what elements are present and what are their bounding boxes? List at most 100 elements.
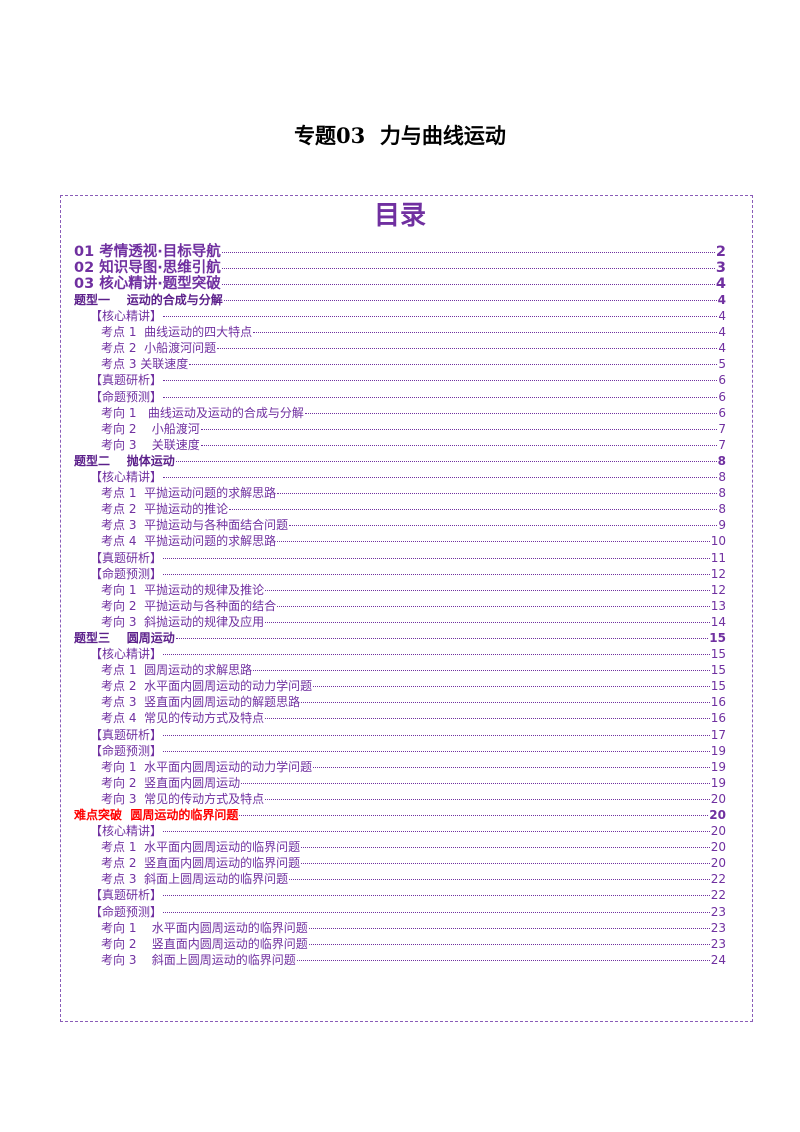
toc-item: 考点 2 竖直面内圆周运动的临界问题 20 bbox=[74, 855, 726, 871]
page-number: 15 bbox=[710, 647, 726, 662]
dot-leader bbox=[163, 911, 710, 913]
dot-leader bbox=[301, 863, 710, 865]
toc-group: 【真题研析】 6 bbox=[74, 372, 726, 388]
dot-leader bbox=[200, 444, 718, 446]
toc-group: 【命题预测】 19 bbox=[74, 743, 726, 759]
page-number: 8 bbox=[718, 470, 726, 485]
dot-leader bbox=[304, 412, 718, 414]
page-number: 3 bbox=[715, 260, 726, 276]
dot-leader bbox=[277, 605, 710, 607]
toc-item-text: 考点 2 竖直面内圆周运动的临界问题 bbox=[101, 856, 301, 871]
toc-item-text: 考向 1 水平面内圆周运动的临界问题 bbox=[101, 920, 308, 935]
toc-frame bbox=[60, 195, 753, 1022]
dot-leader bbox=[265, 798, 710, 800]
dot-leader bbox=[163, 734, 710, 736]
toc-group-text: 【核心精讲】 bbox=[90, 309, 163, 324]
dot-leader bbox=[253, 332, 718, 334]
page-number: 4 bbox=[717, 293, 726, 307]
dot-leader bbox=[253, 670, 710, 672]
toc-item-text: 考点 2 小船渡河问题 bbox=[101, 341, 217, 356]
toc-item: 考向 1 曲线运动及运动的合成与分解 6 bbox=[74, 405, 726, 421]
page-number: 12 bbox=[710, 566, 726, 581]
dot-leader bbox=[277, 541, 710, 543]
dot-leader bbox=[163, 557, 710, 559]
toc-section: 题型三 圆周运动 15 bbox=[74, 630, 726, 646]
toc-part-text: 01 考情透视·目标导航 bbox=[74, 244, 221, 260]
page-number: 4 bbox=[718, 325, 726, 340]
toc-item: 考点 1 曲线运动的四大特点 4 bbox=[74, 324, 726, 340]
page-number: 20 bbox=[710, 840, 726, 855]
toc-item-text: 考点 1 曲线运动的四大特点 bbox=[101, 325, 253, 340]
toc-group: 【核心精讲】 4 bbox=[74, 308, 726, 324]
page-number: 15 bbox=[710, 663, 726, 678]
page-number: 20 bbox=[710, 856, 726, 871]
toc-item-text: 考向 2 小船渡河 bbox=[101, 421, 200, 436]
page-number: 11 bbox=[710, 550, 726, 565]
toc-section-text: 题型二 抛体运动 bbox=[74, 453, 175, 468]
page-number: 23 bbox=[710, 904, 726, 919]
page-number: 9 bbox=[718, 518, 726, 533]
page-number: 6 bbox=[718, 389, 726, 404]
toc-item-text: 考向 2 竖直面内圆周运动的临界问题 bbox=[101, 936, 308, 951]
toc-item-text: 考向 2 平抛运动与各种面的结合 bbox=[101, 598, 277, 613]
dot-leader bbox=[175, 637, 709, 639]
page-number: 22 bbox=[710, 872, 726, 887]
toc-group-text: 【真题研析】 bbox=[90, 888, 163, 903]
page-number: 16 bbox=[710, 695, 726, 710]
page-number: 15 bbox=[710, 679, 726, 694]
toc-item-text: 考向 2 竖直面内圆周运动 bbox=[101, 775, 241, 790]
toc-item-text: 考向 1 水平面内圆周运动的动力学问题 bbox=[101, 759, 313, 774]
toc-item-text: 考点 4 常见的传动方式及特点 bbox=[101, 711, 265, 726]
toc-section: 题型一 运动的合成与分解 4 bbox=[74, 292, 726, 308]
page-number: 8 bbox=[717, 453, 726, 468]
dot-leader bbox=[200, 428, 718, 430]
toc-item: 考向 3 常见的传动方式及特点 20 bbox=[74, 791, 726, 807]
toc-item: 考点 2 平抛运动的推论 8 bbox=[74, 501, 726, 517]
toc-item: 考点 4 常见的传动方式及特点 16 bbox=[74, 710, 726, 726]
toc-item-text: 考点 3 平抛运动与各种面结合问题 bbox=[101, 518, 289, 533]
dot-leader bbox=[277, 493, 718, 495]
toc-section: 难点突破 圆周运动的临界问题 20 bbox=[74, 807, 726, 823]
toc-item: 考点 1 圆周运动的求解思路 15 bbox=[74, 662, 726, 678]
toc-item: 考点 1 水平面内圆周运动的临界问题 20 bbox=[74, 839, 726, 855]
toc-item-text: 考点 3 关联速度 bbox=[101, 357, 189, 372]
toc-item: 考点 1 平抛运动问题的求解思路 8 bbox=[74, 485, 726, 501]
toc-group: 【命题预测】 23 bbox=[74, 904, 726, 920]
toc-group-text: 【命题预测】 bbox=[90, 389, 163, 404]
page-number: 8 bbox=[718, 502, 726, 517]
toc-part-text: 03 核心精讲·题型突破 bbox=[74, 276, 221, 292]
page-number: 20 bbox=[709, 808, 726, 822]
dot-leader bbox=[265, 589, 710, 591]
dot-leader bbox=[163, 477, 718, 479]
toc-item: 考点 4 平抛运动问题的求解思路 10 bbox=[74, 533, 726, 549]
dot-leader bbox=[189, 364, 718, 366]
toc-item: 考向 2 竖直面内圆周运动的临界问题 23 bbox=[74, 936, 726, 952]
dot-leader bbox=[229, 509, 718, 511]
toc-group-text: 【核心精讲】 bbox=[90, 470, 163, 485]
toc-item: 考向 3 斜抛运动的规律及应用 14 bbox=[74, 614, 726, 630]
toc-item-text: 考向 3 斜面上圆周运动的临界问题 bbox=[101, 952, 296, 967]
toc-group: 【真题研析】 17 bbox=[74, 727, 726, 743]
toc-item: 考点 2 小船渡河问题 4 bbox=[74, 340, 726, 356]
toc-group: 【核心精讲】 15 bbox=[74, 646, 726, 662]
dot-leader bbox=[313, 766, 710, 768]
toc-item: 考向 1 平抛运动的规律及推论 12 bbox=[74, 582, 726, 598]
toc-group-text: 【核心精讲】 bbox=[90, 647, 163, 662]
dot-leader bbox=[163, 750, 710, 752]
page-number: 16 bbox=[710, 711, 726, 726]
toc-item-text: 考点 4 平抛运动问题的求解思路 bbox=[101, 534, 277, 549]
dot-leader bbox=[265, 718, 710, 720]
toc-item-text: 考向 1 曲线运动及运动的合成与分解 bbox=[101, 405, 304, 420]
toc-item-text: 考点 2 平抛运动的推论 bbox=[101, 502, 229, 517]
toc-group-text: 【真题研析】 bbox=[90, 373, 163, 388]
toc-item: 考向 3 关联速度 7 bbox=[74, 437, 726, 453]
toc-group: 【真题研析】 22 bbox=[74, 887, 726, 903]
dot-leader bbox=[163, 380, 718, 382]
toc-heading: 目录 bbox=[373, 201, 426, 231]
toc-item: 考点 3 斜面上圆周运动的临界问题 22 bbox=[74, 871, 726, 887]
page-number: 4 bbox=[718, 309, 726, 324]
toc-group: 【命题预测】 12 bbox=[74, 566, 726, 582]
dot-leader bbox=[163, 573, 710, 575]
toc-item: 考点 3 竖直面内圆周运动的解题思路 16 bbox=[74, 694, 726, 710]
toc-item-text: 考点 1 水平面内圆周运动的临界问题 bbox=[101, 840, 301, 855]
